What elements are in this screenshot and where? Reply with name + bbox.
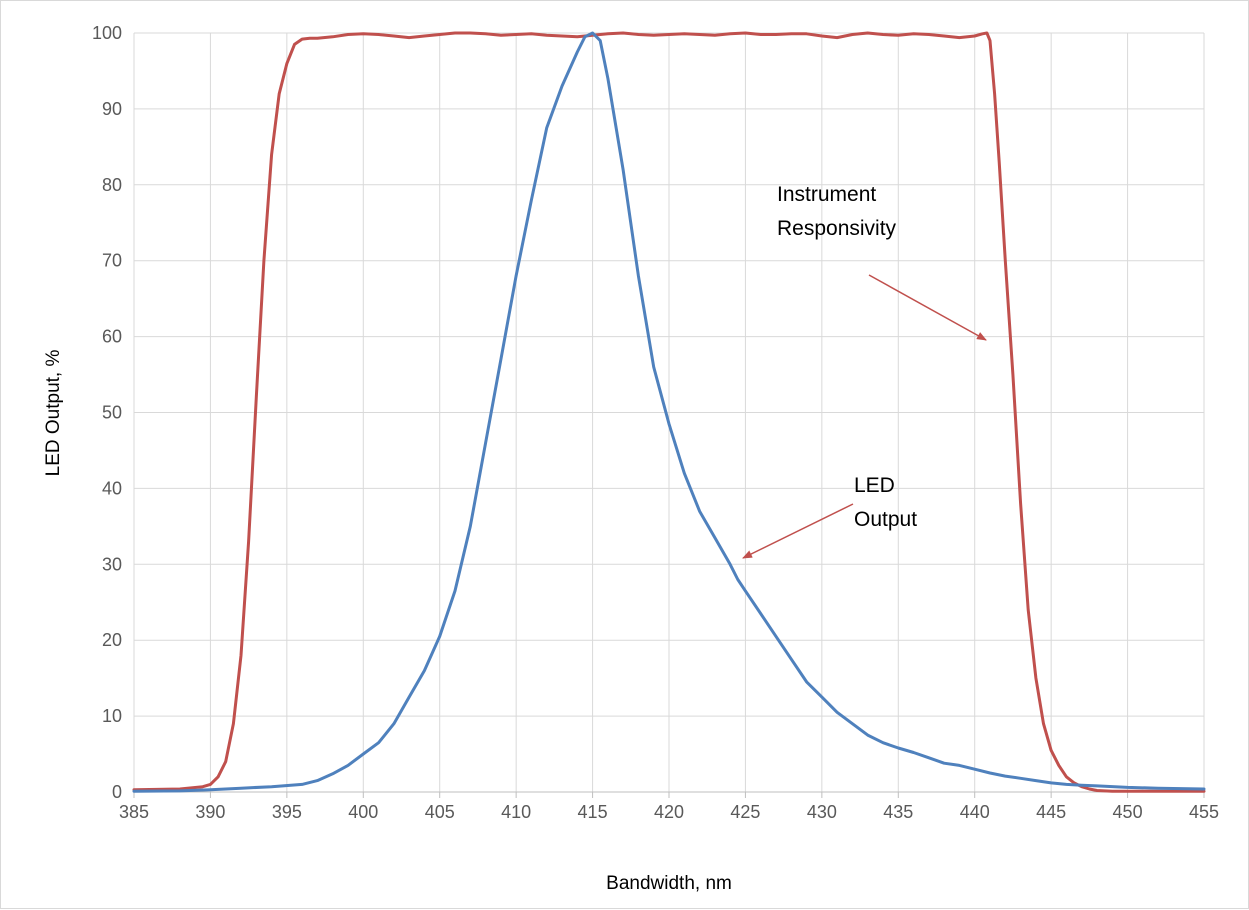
x-tick-label: 400	[348, 802, 378, 822]
x-tick-label: 445	[1036, 802, 1066, 822]
x-tick-label: 425	[730, 802, 760, 822]
led-output-annotation-text: LED	[854, 474, 895, 497]
x-tick-label: 390	[195, 802, 225, 822]
grid-lines	[133, 32, 1205, 792]
x-tick-label: 420	[654, 802, 684, 822]
y-tick-label: 90	[102, 99, 122, 119]
series-lines	[132, 31, 1206, 793]
x-tick-label: 450	[1113, 802, 1143, 822]
x-tick-label: 430	[807, 802, 837, 822]
y-axis-title: LED Output, %	[43, 350, 64, 477]
x-tick-label: 405	[425, 802, 455, 822]
led-output-arrow	[742, 503, 854, 559]
y-tick-label: 70	[102, 251, 122, 271]
y-tick-label: 100	[92, 23, 122, 43]
x-tick-label: 435	[883, 802, 913, 822]
instrument-responsivity-arrow	[868, 274, 987, 341]
x-tick-label: 415	[578, 802, 608, 822]
x-axis-title: Bandwidth, nm	[606, 873, 732, 894]
instrument-responsivity-annotation-text: Instrument	[777, 183, 876, 206]
y-tick-label: 0	[112, 782, 122, 802]
instrument-responsivity-line	[132, 31, 1206, 793]
instrument-responsivity-annotation-text: Responsivity	[777, 217, 897, 240]
y-tick-label: 10	[102, 706, 122, 726]
y-tick-label: 60	[102, 327, 122, 347]
x-tick-label: 395	[272, 802, 302, 822]
axes: 0 10 20 30 40 50 60 70 80 90 100 385 390 395 400 405 410…	[92, 23, 1219, 822]
x-tick-label: 410	[501, 802, 531, 822]
led-output-line	[132, 31, 1206, 793]
y-tick-label: 40	[102, 478, 122, 498]
annotations: Instrument Responsivity LED Output	[742, 183, 987, 559]
y-tick-label: 50	[102, 403, 122, 423]
x-tick-label: 385	[119, 802, 149, 822]
x-tick-label: 440	[960, 802, 990, 822]
led-output-annotation-text: Output	[854, 508, 917, 531]
x-tick-label: 455	[1189, 802, 1219, 822]
y-tick-label: 20	[102, 630, 122, 650]
y-tick-label: 30	[102, 554, 122, 574]
y-tick-label: 80	[102, 175, 122, 195]
